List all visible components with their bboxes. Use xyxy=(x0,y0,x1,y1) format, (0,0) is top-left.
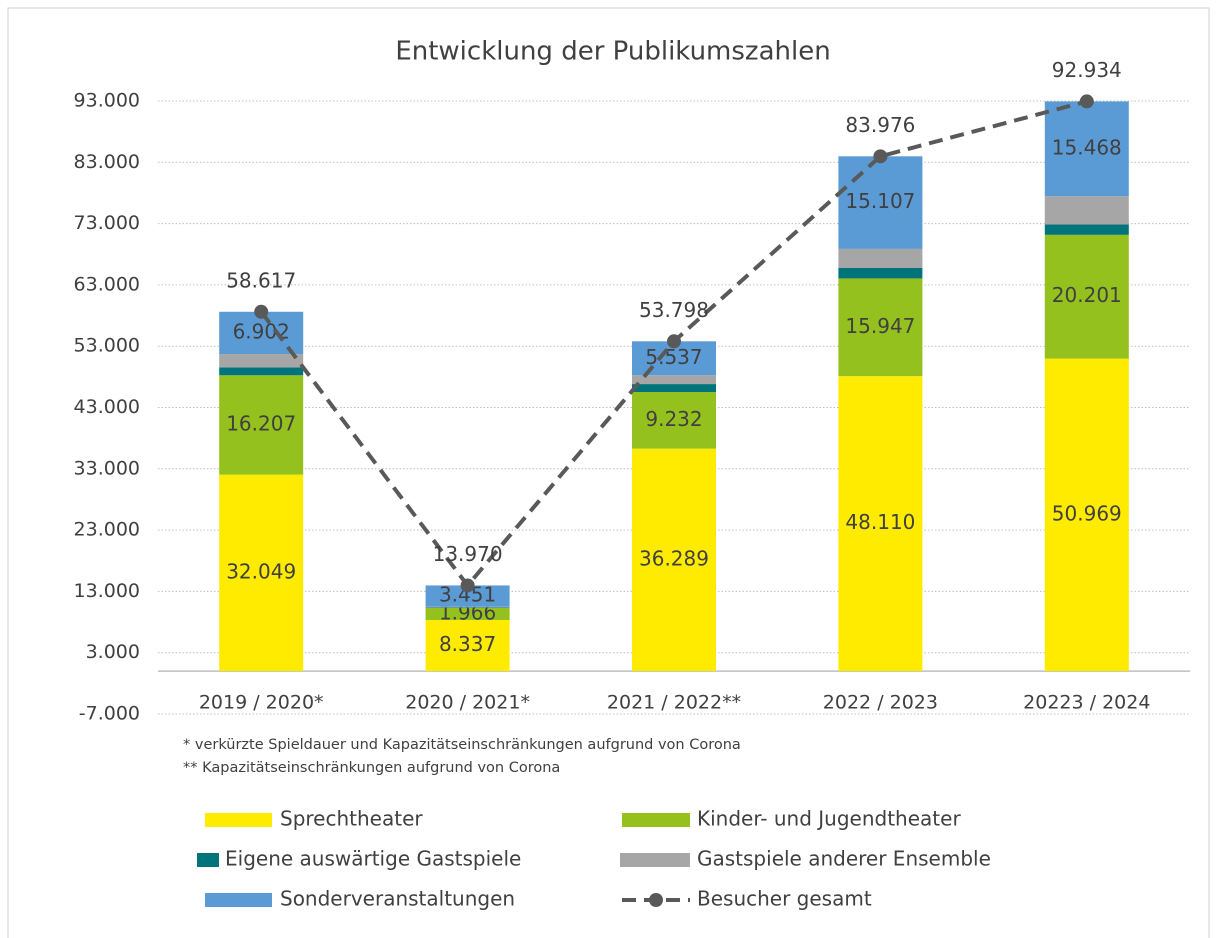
bar-segment xyxy=(632,375,716,385)
data-label: 50.969 xyxy=(1052,501,1122,525)
x-tick-label: 20223 / 2024 xyxy=(1023,692,1150,714)
bar-segment xyxy=(1044,224,1129,235)
footnote: * verkürzte Spieldauer und Kapazitätsein… xyxy=(183,737,741,753)
bar-segment xyxy=(838,267,923,279)
bar-segment xyxy=(219,474,304,672)
bar-segment xyxy=(425,607,510,620)
footnote: ** Kapazitätseinschränkungen aufgrund vo… xyxy=(183,760,560,776)
data-label: 32.049 xyxy=(226,559,296,583)
bar-segment xyxy=(219,367,304,376)
y-tick-label: 13.000 xyxy=(74,580,140,602)
data-label: 83.976 xyxy=(845,113,915,137)
line-marker xyxy=(667,334,681,349)
chart-frame xyxy=(7,7,1210,938)
bar-segment xyxy=(1044,358,1129,672)
legend-marker xyxy=(649,893,663,907)
y-tick-label: 63.000 xyxy=(74,273,140,295)
bar-segment xyxy=(425,585,510,607)
bar-segment xyxy=(1044,101,1129,197)
data-label: 15.947 xyxy=(845,314,915,338)
x-tick-label: 2020 / 2021* xyxy=(405,692,530,714)
line-marker xyxy=(1079,94,1094,109)
y-tick-label: 93.000 xyxy=(74,90,140,112)
legend-label: Kinder- und Jugendtheater xyxy=(697,807,961,831)
data-label: 36.289 xyxy=(639,546,709,570)
y-tick-label: 43.000 xyxy=(74,396,140,418)
bar-segment xyxy=(1044,196,1129,225)
legend-swatch xyxy=(622,813,690,827)
bar-segment xyxy=(838,278,923,377)
legend-swatch xyxy=(620,853,690,867)
bar-segment xyxy=(1044,234,1129,359)
bar-segment xyxy=(838,248,923,268)
bar-segment xyxy=(219,354,304,368)
legend-label: Eigene auswärtige Gastspiele xyxy=(225,847,521,871)
data-label: 92.934 xyxy=(1052,58,1122,82)
data-label: 58.617 xyxy=(226,268,296,292)
data-label: 9.232 xyxy=(645,407,702,431)
data-label: 8.337 xyxy=(439,632,496,656)
legend-swatch xyxy=(197,853,219,867)
data-label: 20.201 xyxy=(1052,283,1122,307)
data-label: 5.537 xyxy=(645,345,702,369)
legend-label: Sonderveranstaltungen xyxy=(280,887,515,911)
legend-label: Sprechtheater xyxy=(280,807,423,831)
data-label: 16.207 xyxy=(226,411,296,435)
chart-title: Entwicklung der Publikumszahlen xyxy=(395,37,830,67)
line-marker xyxy=(873,149,888,164)
legend-label: Gastspiele anderer Ensemble xyxy=(697,847,991,871)
x-tick-label: 2022 / 2023 xyxy=(823,692,938,714)
data-label: 13.970 xyxy=(433,542,503,566)
bar-segment xyxy=(425,606,510,608)
bar-segment xyxy=(632,384,716,393)
y-tick-label: 23.000 xyxy=(74,519,140,541)
bar-segment xyxy=(425,607,510,608)
bar-segment xyxy=(838,156,923,249)
bar-segment xyxy=(838,376,923,672)
data-label: 15.468 xyxy=(1052,135,1122,159)
legend-swatch xyxy=(205,893,272,907)
data-label: 53.798 xyxy=(639,298,709,322)
legend-label: Besucher gesamt xyxy=(697,887,872,911)
bar-segment xyxy=(632,392,716,449)
bar-segment xyxy=(219,375,304,475)
line-marker xyxy=(460,578,475,593)
data-label: 48.110 xyxy=(845,510,915,534)
bar-segment xyxy=(632,448,716,672)
line-marker xyxy=(254,304,269,319)
y-tick-label: 33.000 xyxy=(74,457,140,479)
y-tick-label: -7.000 xyxy=(79,703,140,725)
y-tick-label: 53.000 xyxy=(74,335,140,357)
y-tick-label: 73.000 xyxy=(74,212,140,234)
y-tick-label: 83.000 xyxy=(74,151,140,173)
bar-segment xyxy=(425,619,510,672)
legend-swatch xyxy=(205,813,272,827)
y-tick-label: 3.000 xyxy=(86,641,140,663)
data-label: 15.107 xyxy=(845,189,915,213)
x-tick-label: 2019 / 2020* xyxy=(199,692,324,714)
x-tick-label: 2021 / 2022** xyxy=(607,692,741,714)
